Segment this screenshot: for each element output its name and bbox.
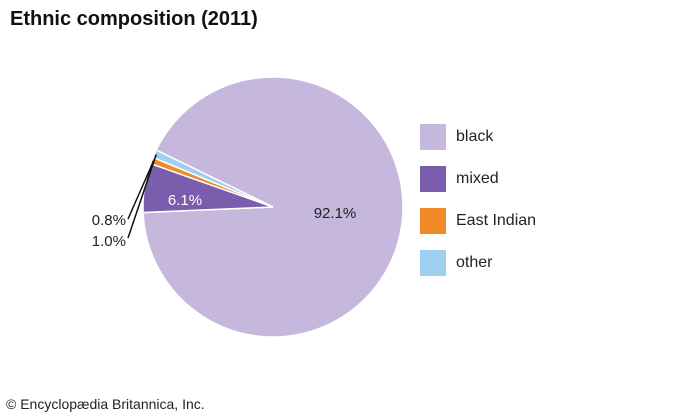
leader-line-other [127,154,157,239]
leader-line-east-indian [127,160,155,220]
pie-slice-other [151,149,274,208]
legend-swatch-mixed [420,166,446,192]
legend-swatch-black [420,124,446,150]
legend-label-east-indian: East Indian [456,212,537,229]
data-label-black: 92.1% [314,205,357,222]
legend-swatch-east-indian [420,208,446,234]
legend-label-mixed: mixed [456,170,499,187]
data-label-other: 1.0% [92,233,126,250]
legend-label-black: black [456,128,494,145]
copyright-footer: © Encyclopædia Britannica, Inc. [6,396,205,412]
legend-swatch-other [420,250,446,276]
data-label-mixed: 6.1% [168,192,202,209]
legend-label-other: other [456,254,493,271]
chart-title: Ethnic composition (2011) [10,8,258,30]
data-label-east-indian: 0.8% [92,212,126,229]
